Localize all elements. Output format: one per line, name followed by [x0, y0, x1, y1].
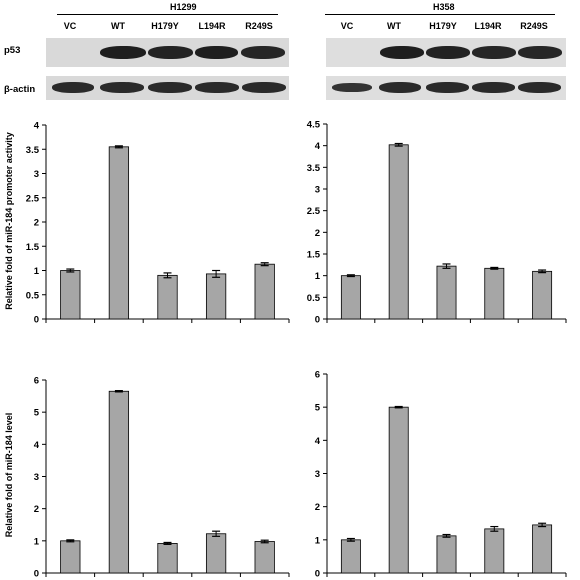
y-tick-label: 0	[315, 315, 320, 326]
y-tick-label: 2.5	[26, 193, 40, 204]
blot-band	[426, 46, 470, 59]
bar	[108, 390, 130, 574]
bar	[254, 541, 275, 574]
blot-band	[100, 82, 144, 93]
bar	[484, 528, 505, 574]
bar	[484, 267, 505, 320]
y-tick-label: 4	[34, 121, 40, 132]
blot-band	[195, 82, 239, 93]
lane-label: L194R	[198, 21, 226, 31]
y-tick-label: 1	[34, 266, 40, 277]
bar	[532, 524, 553, 574]
blot-band	[518, 82, 561, 93]
bar	[254, 263, 275, 320]
bar	[108, 146, 130, 320]
chart-panel: 0 1 2 3 4 5 6	[34, 376, 290, 579]
y-tick-label: 4	[34, 440, 40, 451]
lane-label: L194R	[474, 21, 502, 31]
blot-band	[426, 82, 469, 93]
y-tick-label: 3	[315, 469, 320, 480]
lane-label: R249S	[245, 21, 273, 31]
row-label-p53: p53	[4, 45, 21, 56]
y-tick-label: 3.5	[26, 145, 40, 156]
chart-panel: 0 1 2 3 4 5 6	[315, 370, 567, 579]
y-tick-label: 0.5	[26, 290, 40, 301]
y-tick-label: 2	[315, 228, 320, 239]
bar	[157, 274, 178, 320]
lane-label: WT	[111, 21, 125, 31]
bar	[388, 144, 409, 320]
blot-strip-actin-right	[326, 76, 566, 100]
y-tick-label: 0	[34, 315, 39, 326]
y-tick-label: 2.5	[307, 206, 321, 217]
y-tick-label: 3	[315, 185, 320, 196]
y-tick-label: 3	[34, 169, 39, 180]
y-tick-label: 3	[34, 472, 39, 483]
bar	[388, 406, 409, 574]
y-tick-label: 4	[315, 141, 321, 152]
y-tick-label: 3.5	[307, 163, 321, 174]
y-tick-label: 0.5	[307, 293, 321, 304]
bar	[205, 533, 227, 574]
bar	[340, 539, 361, 574]
y-tick-label: 0	[34, 569, 39, 579]
y-tick-label: 4	[315, 436, 321, 447]
blot-band	[52, 82, 94, 93]
row-label-beta-actin: β-actin	[4, 84, 36, 95]
blot-band	[472, 82, 515, 93]
blot-band	[379, 82, 421, 93]
blot-band	[380, 46, 424, 59]
lane-label: VC	[63, 21, 77, 31]
blot-title-left: H1299	[170, 2, 197, 12]
bar	[436, 265, 457, 320]
bar	[157, 543, 178, 574]
blot-strip-actin-left	[46, 76, 289, 100]
blot-band	[241, 46, 285, 59]
lane-label: H179Y	[429, 21, 457, 31]
y-tick-label: 1	[315, 271, 321, 282]
lane-label: VC	[340, 21, 354, 31]
y-tick-label: 6	[34, 376, 39, 387]
y-tick-label: 2	[34, 504, 39, 515]
bar	[60, 540, 81, 574]
blot-title-underline-right	[325, 14, 555, 15]
blot-title-underline-left	[57, 14, 278, 15]
blot-band	[100, 46, 146, 59]
blot-strip-p53-right	[326, 38, 566, 67]
blot-title-right: H358	[433, 2, 455, 12]
y-tick-label: 5	[34, 408, 40, 419]
y-tick-label: 1	[315, 535, 321, 546]
y-tick-label: 1.5	[26, 242, 40, 253]
blot-band	[148, 82, 192, 93]
y-tick-label: 6	[315, 370, 320, 381]
y-tick-label: 1.5	[307, 250, 321, 261]
blot-band	[332, 83, 372, 92]
bar	[60, 270, 81, 320]
bar	[532, 270, 553, 320]
y-tick-label: 2	[315, 502, 320, 513]
y-tick-label: 4.5	[307, 120, 321, 131]
blot-strip-p53-left	[46, 38, 289, 67]
y-tick-label: 5	[315, 403, 321, 414]
blot-band	[242, 82, 286, 93]
blot-band	[518, 46, 562, 59]
lane-label: R249S	[520, 21, 548, 31]
y-tick-label: 2	[34, 218, 39, 229]
bar	[205, 273, 227, 320]
bar	[436, 535, 457, 574]
lane-label: H179Y	[151, 21, 179, 31]
blot-band	[148, 46, 193, 59]
bar	[340, 275, 361, 320]
lane-label: WT	[387, 21, 401, 31]
blot-band	[472, 46, 516, 59]
blot-band	[195, 46, 238, 59]
chart-panel: 0 0.5 1 1.5 2 2.5 3 3.5 4	[26, 121, 290, 326]
y-tick-label: 0	[315, 569, 320, 579]
y-tick-label: 1	[34, 536, 40, 547]
chart-panel: 0 0.5 1 1.5 2 2.5 3 3.5 4 4.5	[307, 120, 567, 326]
